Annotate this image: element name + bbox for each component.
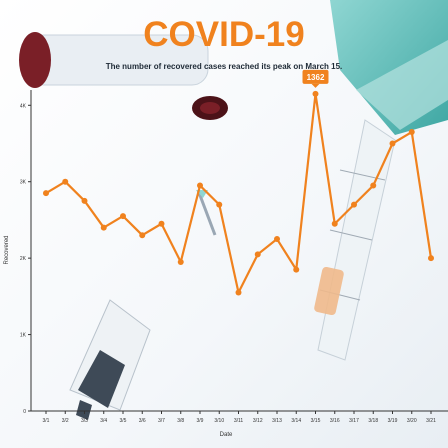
- x-tick-label: 3/7: [158, 418, 165, 424]
- data-point[interactable]: [81, 197, 88, 204]
- vial-bottom-icon: [69, 299, 151, 420]
- y-ticks: 0 1K 2K 3K 4K: [20, 103, 31, 415]
- peak-label: 1362: [307, 73, 325, 82]
- chart-subtitle: The number of recovered cases reached it…: [106, 62, 343, 71]
- chart-title: COVID-19: [143, 15, 304, 54]
- data-point[interactable]: [312, 90, 319, 97]
- x-tick-label: 3/16: [330, 418, 340, 424]
- data-point[interactable]: [100, 224, 107, 231]
- data-point[interactable]: [235, 289, 242, 296]
- y-tick-label: 4K: [20, 103, 27, 109]
- x-axis-title: Date: [220, 432, 233, 438]
- data-point[interactable]: [139, 232, 146, 239]
- needle-icon: [196, 189, 217, 236]
- peak-label-box: [302, 69, 329, 84]
- data-point[interactable]: [331, 220, 338, 227]
- data-point[interactable]: [62, 178, 69, 185]
- x-tick-label: 3/6: [139, 418, 146, 424]
- y-tick-label: 3K: [20, 180, 27, 186]
- data-point[interactable]: [120, 213, 126, 220]
- data-point[interactable]: [177, 258, 184, 265]
- data-point[interactable]: [370, 182, 377, 189]
- axes: [30, 90, 448, 412]
- peak-label-pointer: [311, 83, 320, 88]
- x-ticks: 3/1 3/2 3/3 3/4 3/5 3/6 3/7 3/8 3/9 3/10 3/11 3/12 3…: [43, 411, 436, 424]
- series-points: [43, 90, 434, 296]
- x-tick-label: 3/12: [253, 418, 263, 424]
- x-tick-label: 3/11: [234, 418, 244, 424]
- x-tick-label: 3/18: [368, 418, 378, 424]
- x-tick-label: 3/3: [81, 418, 88, 424]
- data-point[interactable]: [428, 255, 434, 262]
- data-point[interactable]: [293, 266, 300, 273]
- x-tick-label: 3/14: [291, 418, 301, 424]
- teal-cap-icon: [330, 0, 448, 135]
- x-tick-label: 3/8: [177, 418, 184, 424]
- x-tick-label: 3/13: [272, 418, 282, 424]
- y-axis-title: Recovered: [4, 235, 10, 264]
- data-point[interactable]: [158, 220, 165, 227]
- data-point[interactable]: [274, 236, 280, 243]
- data-point[interactable]: [408, 129, 415, 136]
- x-tick-label: 3/2: [62, 418, 69, 424]
- x-tick-label: 3/5: [120, 418, 127, 424]
- x-tick-label: 3/4: [100, 418, 107, 424]
- data-point[interactable]: [197, 182, 203, 189]
- x-tick-label: 3/20: [407, 418, 417, 424]
- y-tick-label: 1K: [20, 333, 27, 339]
- x-tick-label: 3/15: [311, 418, 321, 424]
- x-tick-label: 3/1: [43, 418, 50, 424]
- data-point[interactable]: [254, 251, 261, 258]
- x-tick-label: 3/17: [349, 418, 359, 424]
- y-tick-label: 2K: [20, 256, 27, 262]
- data-point[interactable]: [389, 140, 396, 147]
- x-tick-label: 3/21: [426, 418, 436, 424]
- peak-annotation: 1362: [302, 69, 329, 88]
- x-tick-label: 3/9: [197, 418, 204, 424]
- y-tick-label: 0: [23, 409, 26, 415]
- vial-icon: [19, 32, 228, 120]
- data-point[interactable]: [43, 190, 49, 197]
- x-tick-label: 3/19: [388, 418, 398, 424]
- data-point[interactable]: [351, 201, 357, 208]
- x-tick-label: 3/10: [214, 418, 224, 424]
- data-point[interactable]: [216, 201, 223, 208]
